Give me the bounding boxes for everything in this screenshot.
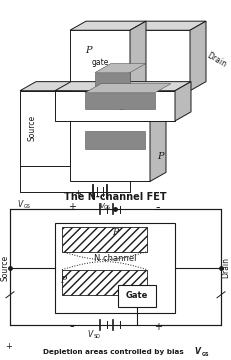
Polygon shape <box>130 30 190 91</box>
Text: GS: GS <box>24 204 30 209</box>
Text: N channel: N channel <box>90 102 126 111</box>
Polygon shape <box>150 112 166 181</box>
Text: Gate: Gate <box>126 291 148 300</box>
Text: GS: GS <box>201 352 209 357</box>
Polygon shape <box>70 21 146 30</box>
Text: V: V <box>17 200 23 209</box>
Polygon shape <box>70 112 166 121</box>
Text: -: - <box>156 201 160 214</box>
Text: Source: Source <box>27 115 36 141</box>
Text: gate: gate <box>91 58 109 67</box>
Polygon shape <box>55 91 175 121</box>
Polygon shape <box>130 21 206 30</box>
Text: V: V <box>194 347 200 356</box>
Bar <box>10 210 221 325</box>
Bar <box>62 270 147 295</box>
Text: P: P <box>60 276 66 285</box>
Bar <box>118 285 156 307</box>
Text: SD: SD <box>94 334 100 339</box>
Polygon shape <box>95 73 130 86</box>
Text: Drain: Drain <box>222 257 231 278</box>
Text: Depletion areas controlled by bias: Depletion areas controlled by bias <box>43 349 187 355</box>
Polygon shape <box>175 82 191 121</box>
Text: -: - <box>70 320 74 333</box>
Text: GS: GS <box>103 204 110 210</box>
Polygon shape <box>130 21 146 91</box>
Polygon shape <box>85 131 145 149</box>
Text: P: P <box>157 152 163 161</box>
Text: +: + <box>75 189 82 198</box>
Text: Drain: Drain <box>205 51 228 69</box>
Text: Source: Source <box>0 255 9 281</box>
Bar <box>62 226 147 252</box>
Polygon shape <box>55 82 191 91</box>
Text: P: P <box>85 46 91 55</box>
Polygon shape <box>85 84 171 93</box>
Text: The N-channel FET: The N-channel FET <box>64 192 166 202</box>
Polygon shape <box>70 121 150 181</box>
Bar <box>55 222 175 313</box>
Polygon shape <box>20 82 86 91</box>
Text: P: P <box>112 228 118 237</box>
Text: N channel: N channel <box>94 254 136 263</box>
Text: V: V <box>100 203 104 208</box>
Polygon shape <box>85 93 155 109</box>
Text: +: + <box>154 322 162 332</box>
Text: +: + <box>68 202 76 212</box>
Polygon shape <box>20 91 70 166</box>
Text: +: + <box>5 342 12 351</box>
Polygon shape <box>190 21 206 91</box>
Polygon shape <box>70 30 130 91</box>
Polygon shape <box>95 63 146 73</box>
Text: V: V <box>87 330 93 339</box>
